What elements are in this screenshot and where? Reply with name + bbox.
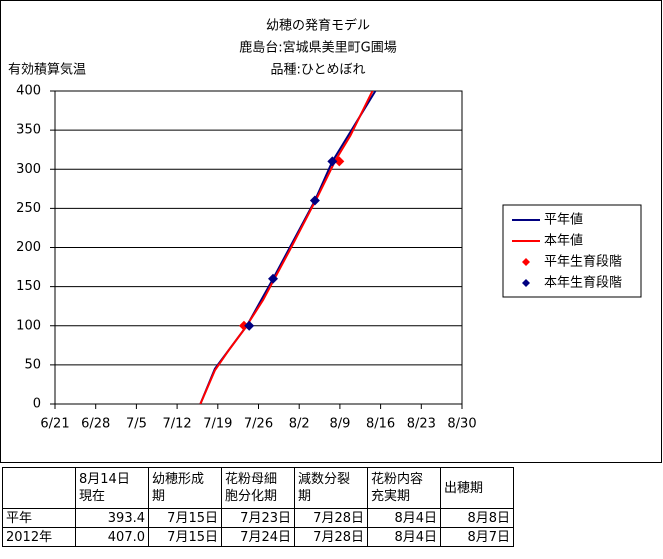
- x-tick-label: 8/2: [289, 417, 310, 432]
- table-cell: 減数分裂 期: [294, 467, 368, 509]
- data-table: 8月14日 現在 幼穂形成 期花粉母細 胞分化期 減数分裂 期花粉内容 充実期 出穂期…: [2, 467, 514, 547]
- series-marker: [334, 156, 345, 167]
- table-row: 8月14日 現在 幼穂形成 期花粉母細 胞分化期 減数分裂 期花粉内容 充実期 出穂期: [2, 467, 514, 509]
- table-cell: 平年: [2, 508, 76, 528]
- chart-title: 幼穂の発育モデル: [266, 18, 370, 34]
- x-tick-label: 8/9: [329, 417, 350, 432]
- y-axis-label: 有効積算気温: [8, 62, 86, 78]
- x-tick-label: 8/23: [407, 417, 436, 432]
- series-marker: [309, 195, 320, 206]
- table-cell: 7月24日: [221, 527, 295, 547]
- x-tick-label: 6/21: [40, 417, 69, 432]
- table-cell: 8月4日: [367, 527, 441, 547]
- y-tick-label: 0: [33, 397, 41, 412]
- table-cell: 花粉母細 胞分化期: [221, 467, 295, 509]
- series-line: [199, 91, 374, 404]
- table-cell: 出穂期: [440, 467, 514, 509]
- table-cell: 8月14日 現在: [75, 467, 149, 509]
- table-cell: 幼穂形成 期: [148, 467, 222, 509]
- table-cell: 7月28日: [294, 508, 368, 528]
- y-tick-label: 300: [16, 162, 41, 177]
- series-marker: [244, 320, 255, 331]
- table-cell: 8月4日: [367, 508, 441, 528]
- chart-border: [0, 0, 662, 463]
- x-tick-label: 6/28: [81, 417, 110, 432]
- y-tick-label: 150: [16, 279, 41, 294]
- x-tick-label: 8/16: [366, 417, 395, 432]
- x-tick-label: 7/19: [203, 417, 232, 432]
- table-cell: [2, 467, 76, 509]
- table-cell: 8月7日: [440, 527, 514, 547]
- chart-title: 品種:ひとめぼれ: [271, 62, 366, 78]
- series-marker: [268, 273, 279, 284]
- x-tick-label: 7/12: [162, 417, 191, 432]
- series-marker: [327, 156, 338, 167]
- table-cell: 7月23日: [221, 508, 295, 528]
- chart: 幼穂の発育モデル 鹿島台:宮城県美里町G圃場 品種:ひとめぼれ 有効積算気温 0…: [0, 0, 662, 463]
- legend-swatch: [522, 279, 530, 287]
- y-tick-label: 350: [16, 123, 41, 138]
- table-row: 平年 393.4 7月15日 7月23日 7月28日 8月4日 8月8日: [2, 508, 514, 528]
- table-cell: 7月15日: [148, 527, 222, 547]
- table-cell: 7月15日: [148, 508, 222, 528]
- chart-title: 鹿島台:宮城県美里町G圃場: [239, 40, 396, 56]
- y-tick-label: 200: [16, 240, 41, 255]
- x-tick-label: 7/5: [126, 417, 147, 432]
- legend-label: 本年値: [544, 233, 583, 249]
- y-tick-label: 400: [16, 84, 41, 99]
- legend-label: 平年生育段階: [544, 254, 622, 270]
- table-cell: 7月28日: [294, 527, 368, 547]
- table-cell: 2012年: [2, 527, 76, 547]
- y-tick-label: 250: [16, 201, 41, 216]
- y-tick-label: 50: [24, 357, 41, 372]
- legend-label: 平年値: [544, 212, 583, 228]
- y-tick-label: 100: [16, 318, 41, 333]
- x-tick-label: 7/26: [244, 417, 273, 432]
- table-cell: 393.4: [75, 508, 149, 528]
- x-tick-label: 8/30: [447, 417, 476, 432]
- table-cell: 花粉内容 充実期: [367, 467, 441, 509]
- table-cell: 8月8日: [440, 508, 514, 528]
- legend-label: 本年生育段階: [544, 275, 622, 291]
- table-row: 2012年 407.0 7月15日 7月24日 7月28日 8月4日 8月7日: [2, 527, 514, 547]
- legend-swatch: [522, 258, 530, 266]
- series-marker: [238, 320, 249, 331]
- table-cell: 407.0: [75, 527, 149, 547]
